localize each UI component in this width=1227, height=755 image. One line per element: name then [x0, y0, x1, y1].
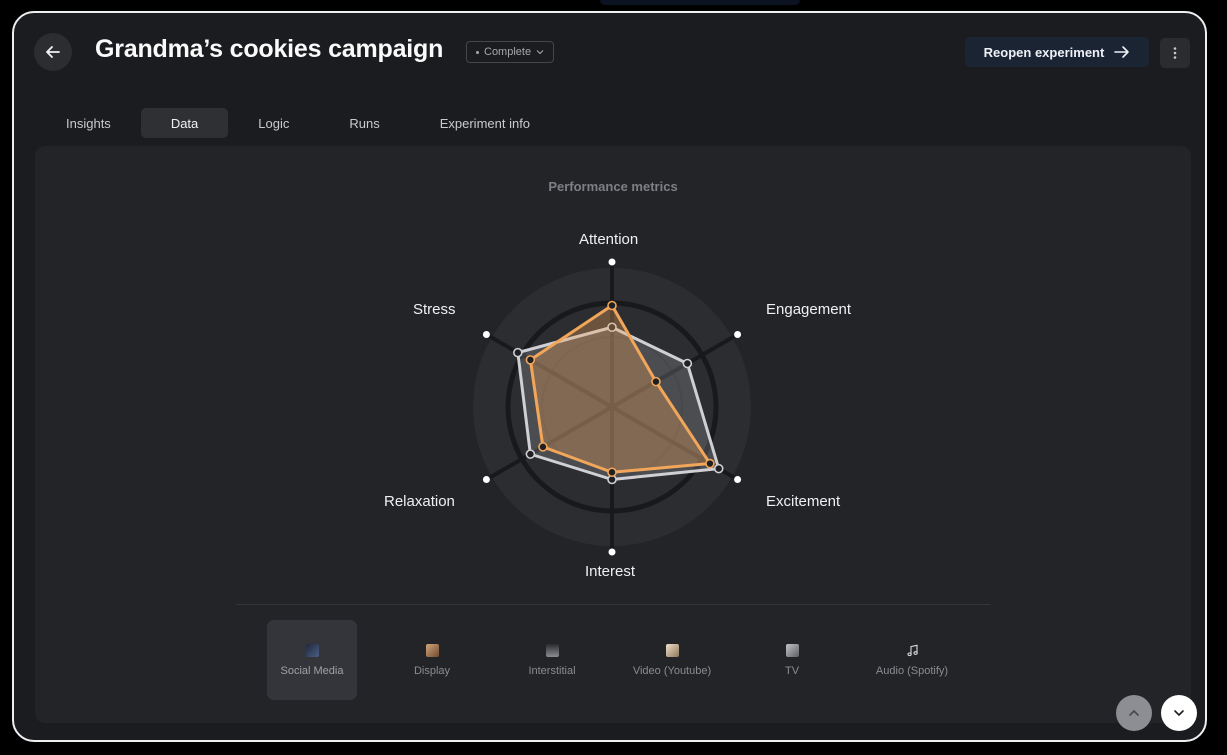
tab-label: Runs [349, 115, 380, 131]
divider [236, 604, 990, 605]
interstitial-thumbnail-icon [545, 643, 559, 657]
channel-label: Social Media [280, 664, 344, 677]
radar-series-1-point [682, 358, 693, 369]
radar-series-2-point [607, 300, 617, 311]
radar-series-2-point [651, 376, 661, 387]
tab-label: Data [170, 115, 199, 131]
reopen-label: Reopen experiment [983, 44, 1105, 60]
radar-series-2-point [607, 467, 617, 478]
channel-social-media[interactable]: Social Media [267, 620, 357, 700]
radar-spoke [485, 405, 614, 482]
radar-series-2-point [705, 458, 715, 469]
chevron-down-icon [1174, 710, 1184, 717]
music-note-icon [906, 644, 918, 656]
axis-label-excitement: Excitement [766, 493, 841, 510]
display-thumbnail-icon [425, 643, 439, 657]
scroll-down-button[interactable] [1161, 695, 1197, 731]
tab-data[interactable]: Data [140, 108, 229, 138]
more-vertical-icon [1173, 47, 1177, 59]
radar-axis-end-dot [734, 476, 742, 483]
more-options-button[interactable] [1160, 38, 1190, 68]
app-window: Grandma’s cookies campaign Complete Reop… [12, 11, 1207, 742]
status-dot-icon [476, 50, 479, 54]
chevron-down-icon [536, 50, 544, 55]
tab-label: Experiment info [439, 115, 531, 131]
radar-series-1-point [525, 449, 536, 459]
radar-spoke [485, 332, 614, 409]
channel-audio-spotify[interactable]: Audio (Spotify) [867, 620, 957, 700]
radar-chart [473, 258, 751, 556]
reopen-experiment-button[interactable]: Reopen experiment [965, 37, 1149, 67]
axis-label-stress: Stress [413, 301, 456, 318]
channel-selector: Social Media Display Interstitial Video … [267, 620, 957, 700]
tv-thumbnail-icon [785, 643, 799, 657]
channel-label: Video (Youtube) [632, 664, 712, 677]
chart-title: Performance metrics [548, 179, 678, 194]
status-dropdown[interactable]: Complete [466, 41, 555, 63]
channel-video-youtube[interactable]: Video (Youtube) [627, 620, 717, 700]
page-title: Grandma’s cookies campaign [95, 35, 444, 63]
channel-display[interactable]: Display [387, 620, 477, 700]
radar-axis-end-dot [482, 331, 490, 338]
radar-spoke [610, 332, 739, 409]
channel-label: Interstitial [528, 664, 576, 677]
tab-bar: Insights Data Logic Runs Experiment info [36, 108, 560, 138]
top-notch [600, 0, 800, 5]
radar-series-1-point [607, 322, 617, 333]
radar-series-2-point [525, 355, 536, 365]
radar-axis-end-dot [482, 476, 490, 483]
radar-axis-end-dot [608, 548, 616, 556]
arrow-left-icon [46, 46, 60, 58]
data-panel: Performance metrics Attention Engagement… [35, 146, 1191, 723]
video-thumbnail-icon [665, 643, 679, 657]
tab-experiment-info[interactable]: Experiment info [410, 108, 560, 138]
social-media-thumbnail-icon [305, 643, 319, 657]
radar-series-2-point [538, 442, 548, 452]
radar-series-1-point [513, 347, 523, 358]
radar-axis-end-dot [608, 258, 616, 266]
chevron-up-icon [1129, 709, 1139, 716]
axis-label-interest: Interest [585, 563, 636, 580]
axis-label-engagement: Engagement [766, 301, 852, 318]
back-button[interactable] [34, 33, 72, 71]
channel-interstitial[interactable]: Interstitial [507, 620, 597, 700]
channel-label: TV [784, 664, 800, 677]
tab-logic[interactable]: Logic [228, 108, 319, 138]
radar-axis-end-dot [734, 331, 742, 338]
arrow-right-icon [1114, 46, 1130, 58]
axis-label-attention: Attention [579, 231, 639, 248]
radar-series-1-point [713, 463, 724, 474]
channel-label: Display [413, 664, 451, 677]
channel-label: Audio (Spotify) [875, 664, 949, 677]
status-label: Complete [484, 46, 532, 58]
tab-insights[interactable]: Insights [36, 108, 141, 138]
axis-label-relaxation: Relaxation [384, 493, 455, 510]
tab-runs[interactable]: Runs [319, 108, 409, 138]
channel-tv[interactable]: TV [747, 620, 837, 700]
scroll-up-button[interactable] [1116, 695, 1152, 731]
tab-label: Insights [66, 115, 111, 131]
tab-label: Logic [258, 115, 290, 131]
